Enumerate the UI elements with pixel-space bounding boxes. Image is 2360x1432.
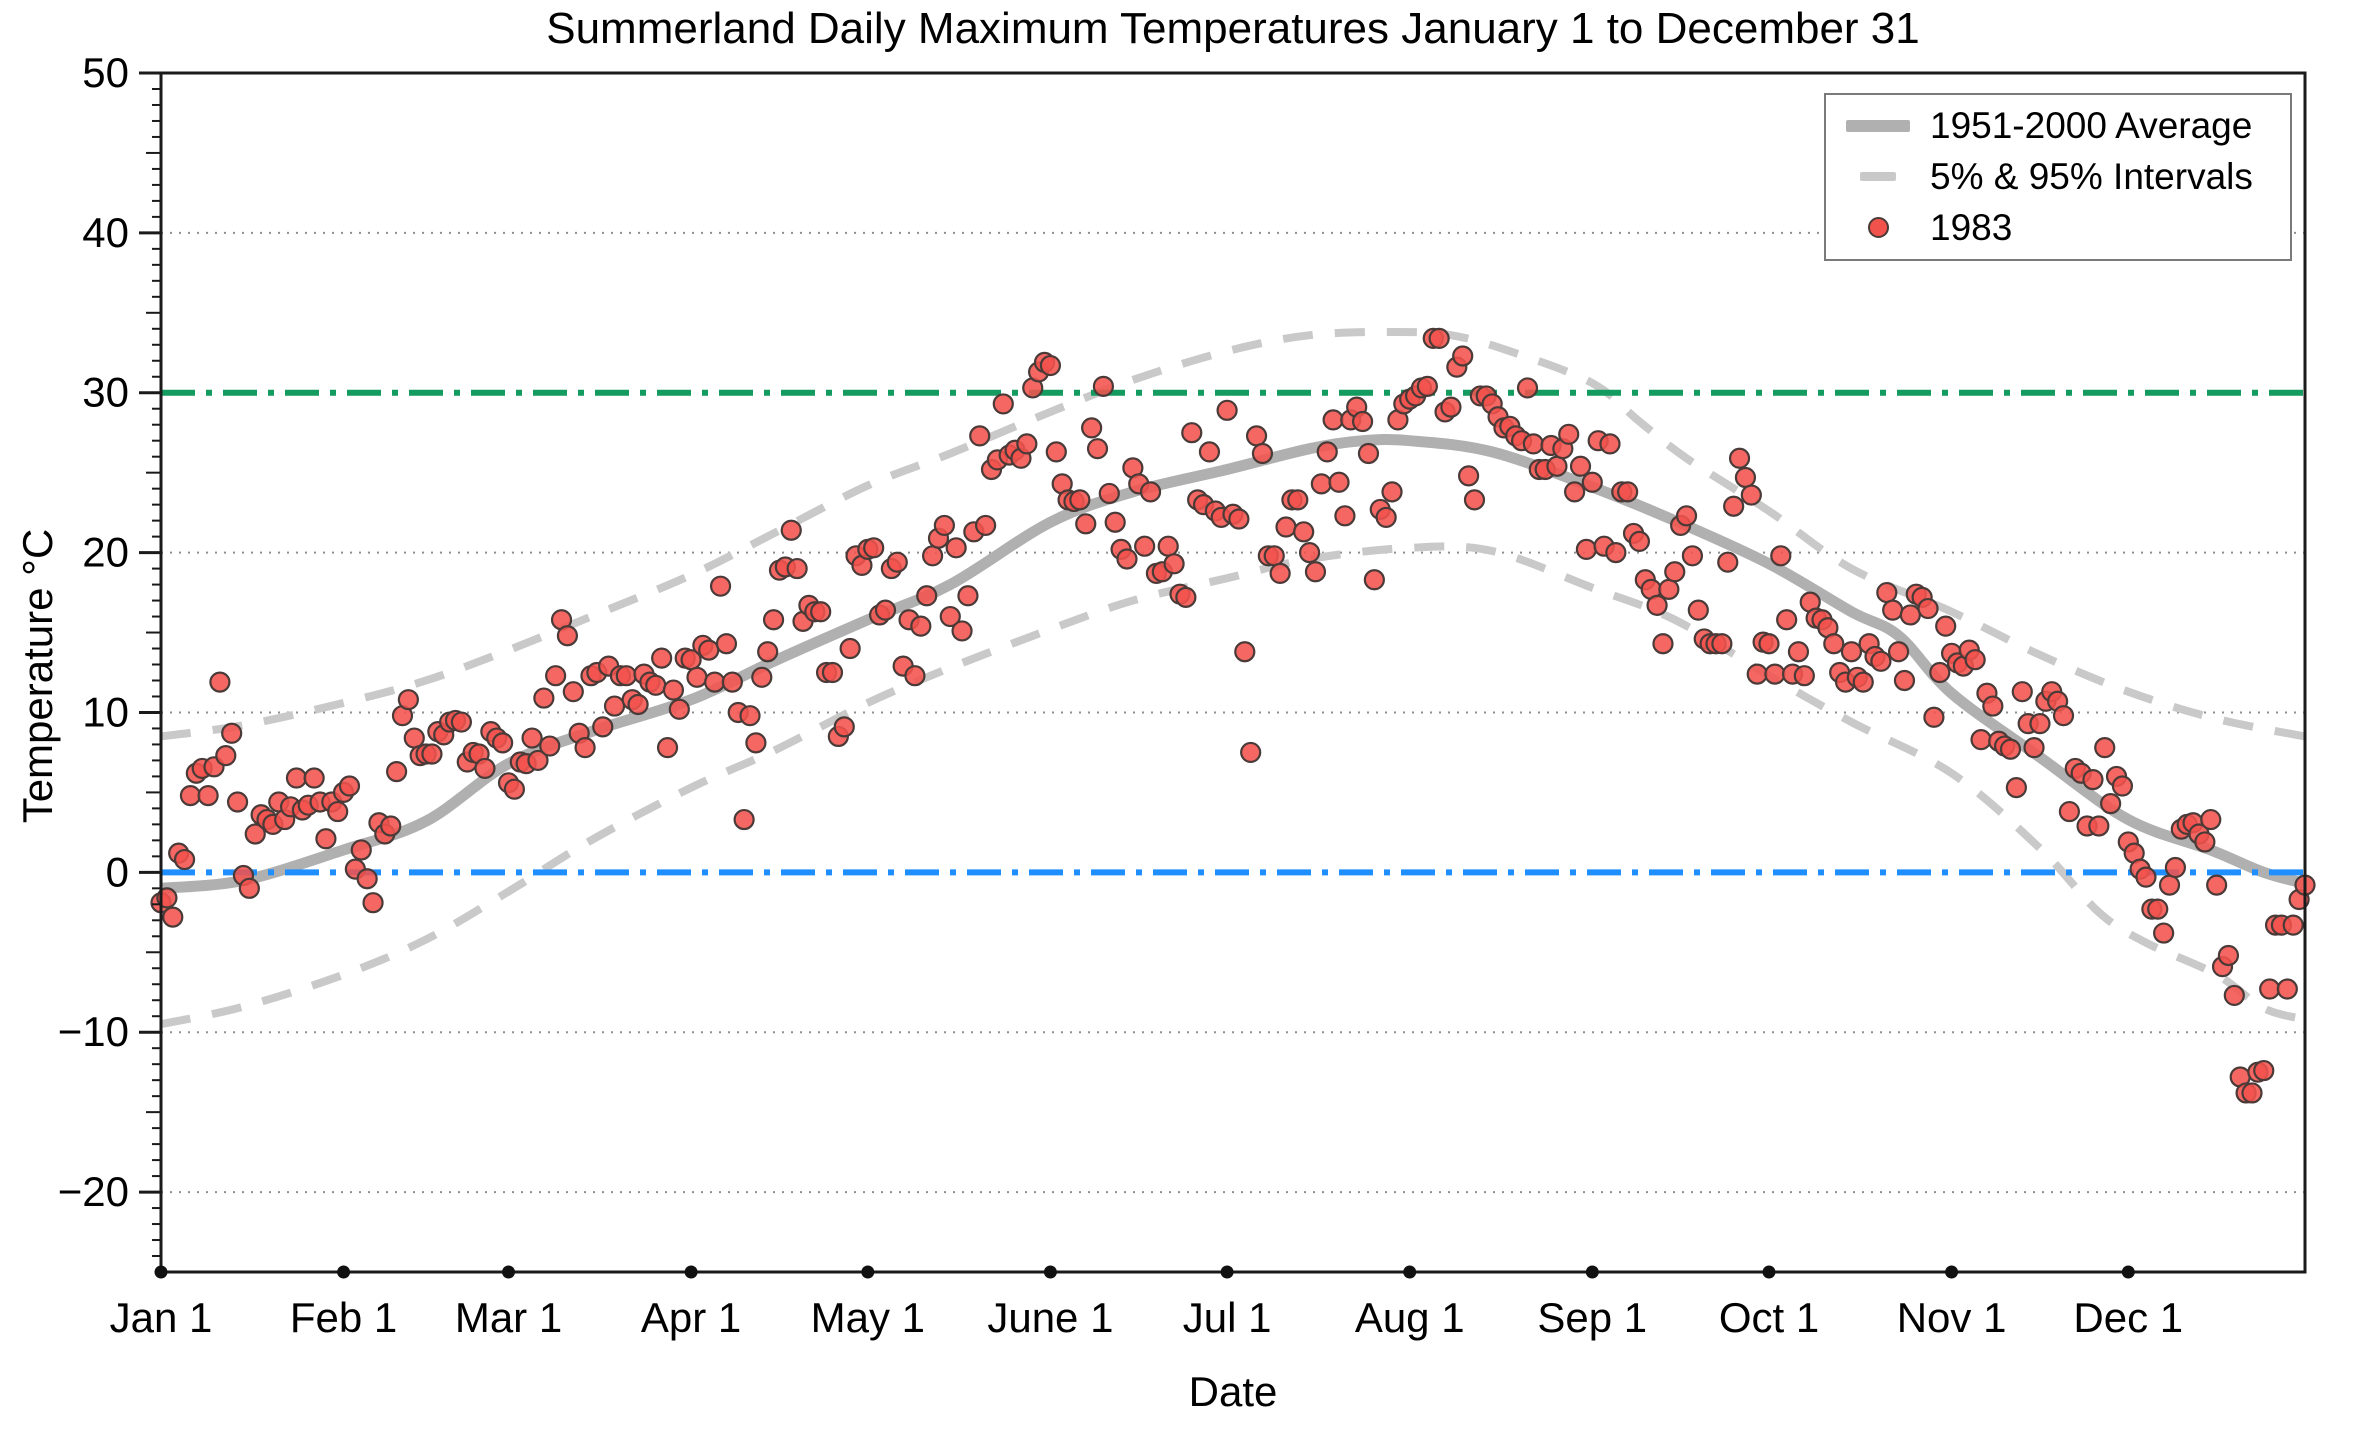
legend-item-label: 1983 (1930, 206, 2013, 248)
y-tick-label: 50 (82, 49, 129, 96)
legend-item-1983: 1983 (1826, 204, 2290, 252)
x-tick-label: May 1 (811, 1294, 925, 1341)
chart-title: Summerland Daily Maximum Temperatures Ja… (546, 4, 1920, 53)
x-tick-label: Nov 1 (1897, 1294, 2007, 1341)
x-tick-label: Jan 1 (110, 1294, 213, 1341)
y-tick-label: −20 (58, 1168, 129, 1215)
interval-dash-icon (1826, 172, 1930, 182)
axes: 50 40 30 20 10 0 −10 −20 Jan 1 Feb 1 Mar 1 Apr 1 May… (58, 49, 2307, 1341)
x-tick-label: Oct 1 (1719, 1294, 1819, 1341)
y-axis-label: Temperature °C (14, 528, 61, 824)
scatter-points (150, 327, 2316, 1104)
x-tick-label: Dec 1 (2073, 1294, 2183, 1341)
y-tick-label: −10 (58, 1008, 129, 1055)
reference-lines (161, 389, 2305, 876)
curves (161, 327, 2305, 1029)
legend-item-intervals: 5% & 95% Intervals (1826, 153, 2290, 201)
x-tick-label: Mar 1 (455, 1294, 562, 1341)
x-tick-label: Aug 1 (1355, 1294, 1465, 1341)
x-tick-label: Feb 1 (290, 1294, 397, 1341)
x-tick-label: Sep 1 (1537, 1294, 1647, 1341)
y-tick-label: 30 (82, 369, 129, 416)
x-tick-label: June 1 (987, 1294, 1113, 1341)
legend: 1951-2000 Average 5% & 95% Intervals 198… (1824, 93, 2292, 261)
y-tick-label: 10 (82, 688, 129, 735)
x-tick-label: Apr 1 (641, 1294, 741, 1341)
legend-item-label: 1951-2000 Average (1930, 105, 2253, 147)
x-axis-label: Date (1188, 1368, 1278, 1415)
gridlines (161, 231, 2305, 1194)
y-tick-label: 40 (82, 209, 129, 256)
x-tick-label: Jul 1 (1183, 1294, 1272, 1341)
y-tick-label: 0 (106, 848, 129, 895)
legend-item-label: 5% & 95% Intervals (1930, 155, 2253, 197)
y-tick-label: 20 (82, 529, 129, 576)
scatter-dot-icon (1826, 217, 1930, 239)
average-line-icon (1826, 120, 1930, 133)
legend-item-average: 1951-2000 Average (1826, 102, 2290, 150)
